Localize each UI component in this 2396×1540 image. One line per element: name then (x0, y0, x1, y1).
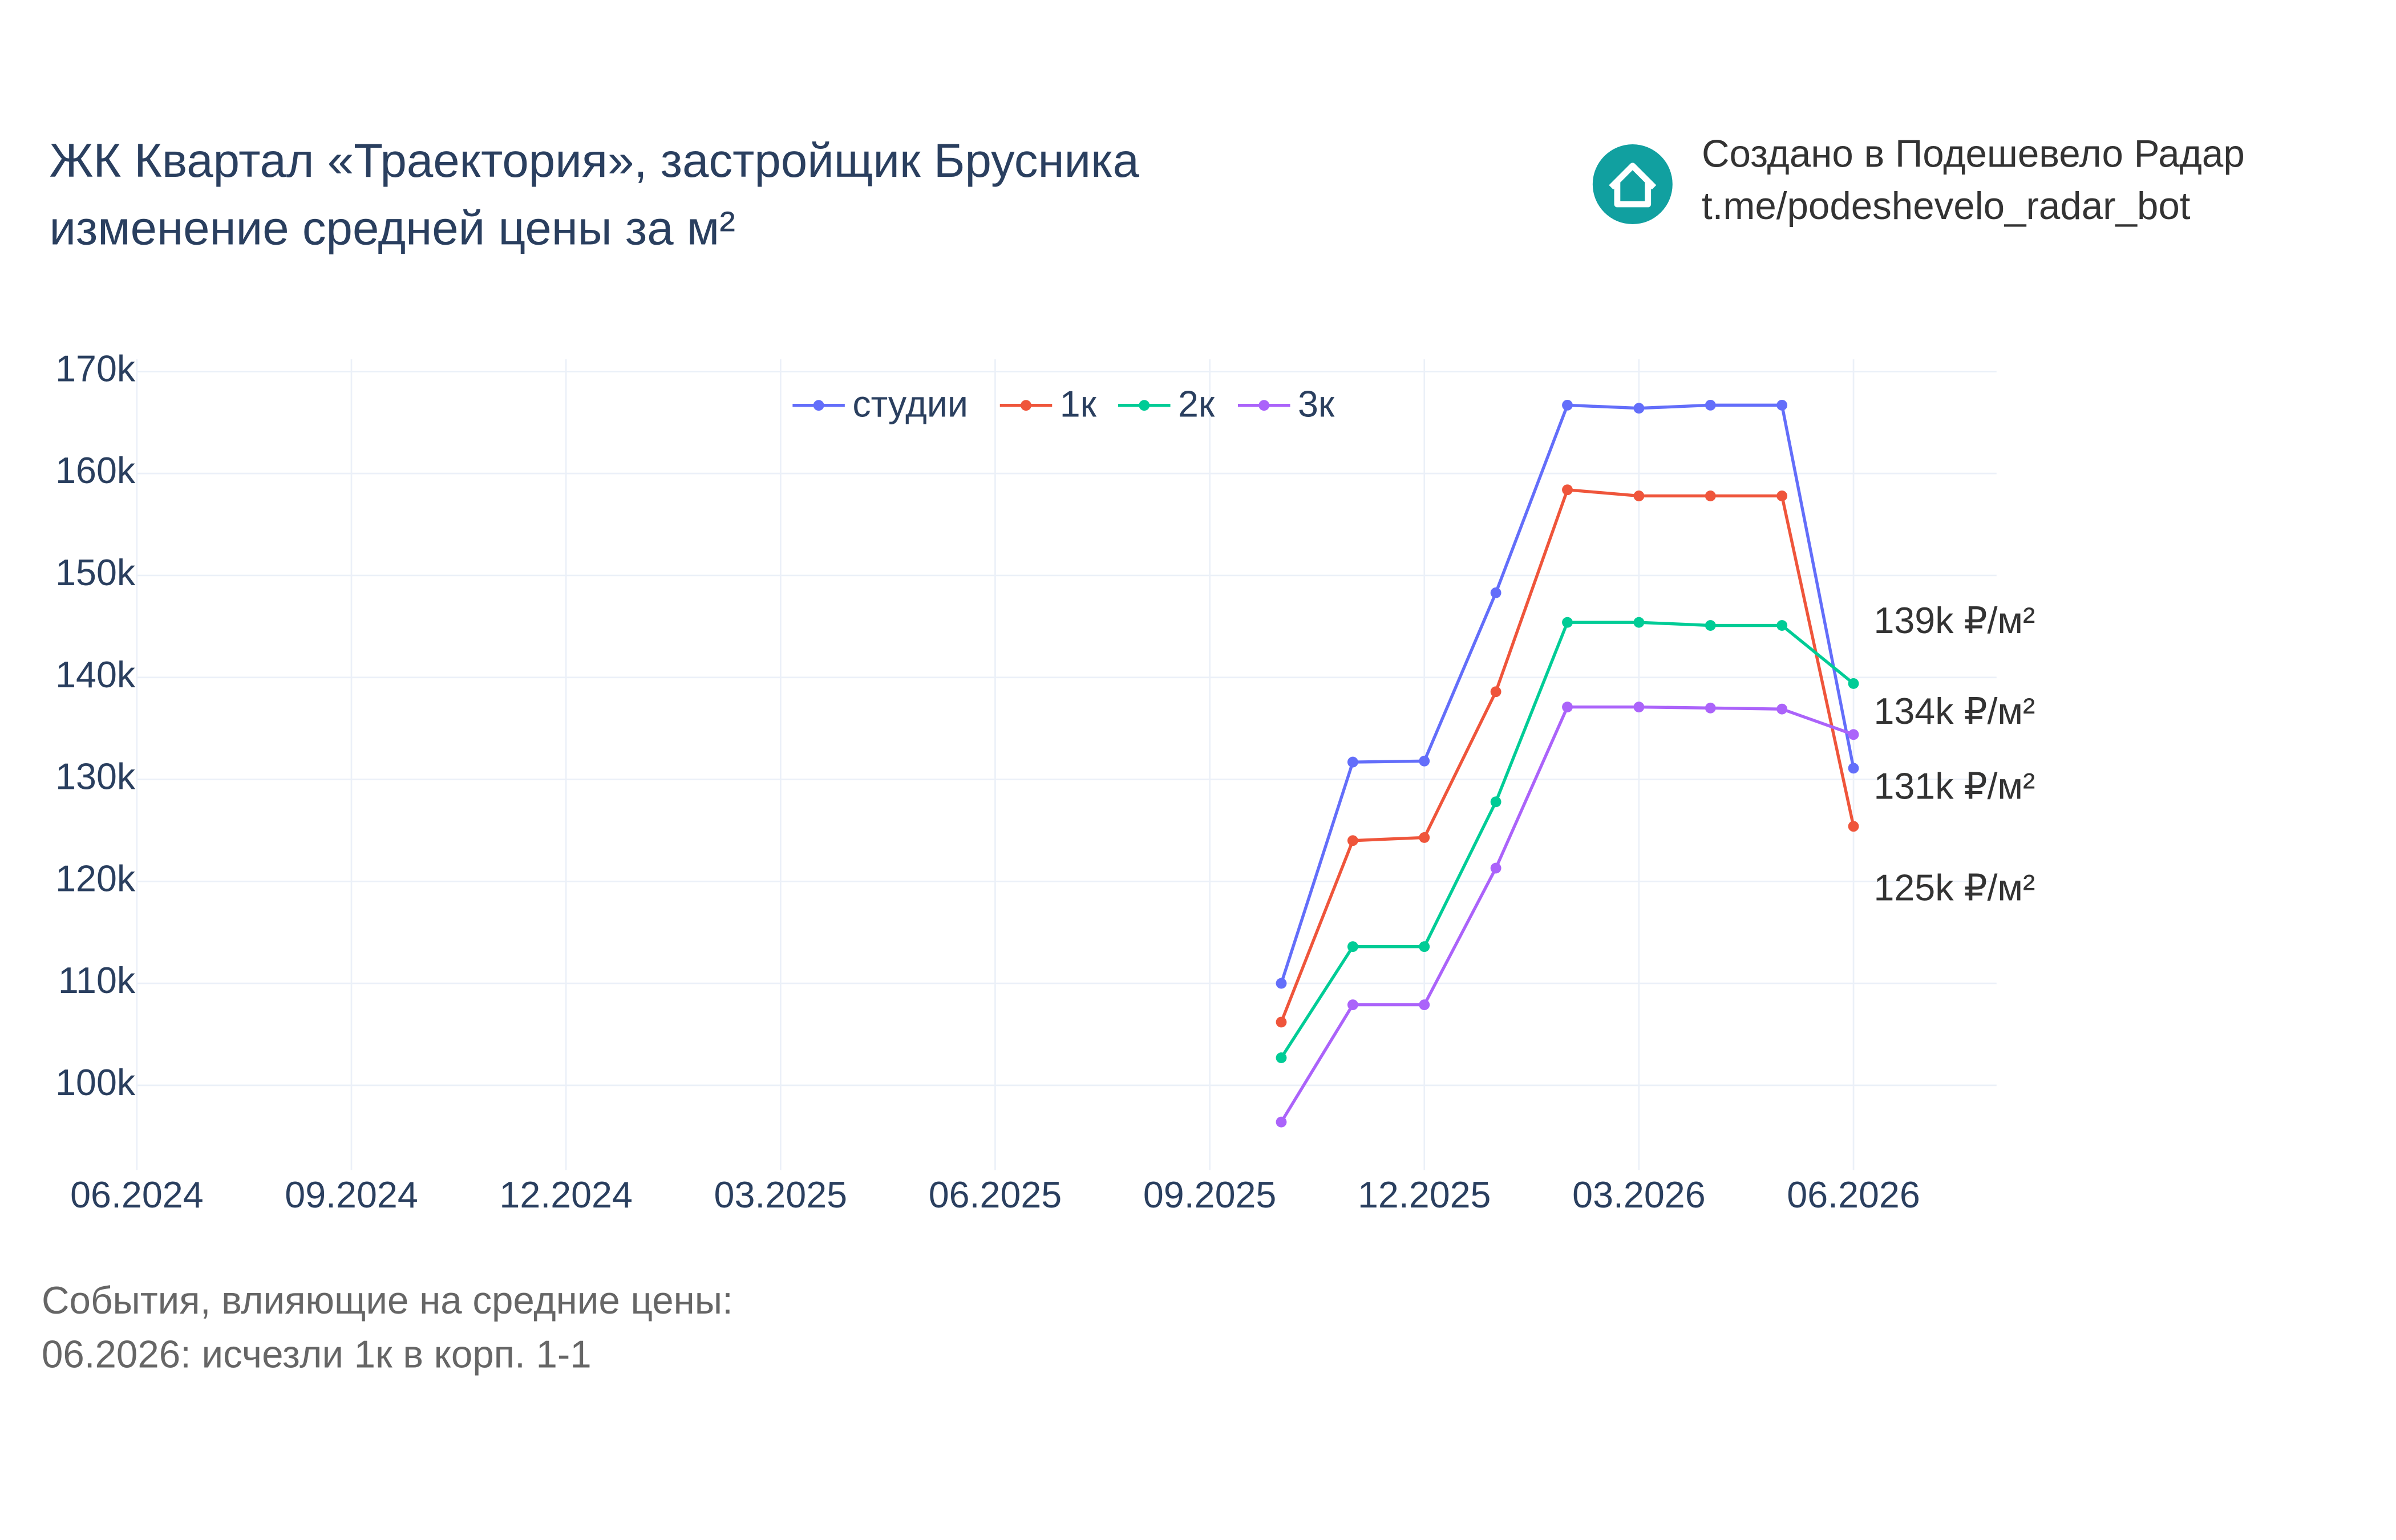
marker (1276, 1016, 1287, 1028)
watermark-link: t.me/podeshevelo_radar_bot (1702, 185, 2191, 228)
marker (1633, 702, 1645, 712)
x-tick-label: 09.2024 (285, 1174, 418, 1215)
y-tick-label: 140k (55, 654, 136, 695)
marker (1276, 978, 1287, 989)
marker (1848, 678, 1859, 689)
marker (1776, 399, 1788, 411)
marker (1419, 832, 1430, 843)
marker (1419, 941, 1430, 953)
note: События, влияющие на средние цены: (42, 1279, 733, 1322)
marker (1347, 756, 1358, 768)
marker (1633, 491, 1645, 501)
legend-swatch (1139, 400, 1150, 411)
annotation: 131k ₽/м² (1873, 766, 2035, 807)
marker (1848, 821, 1859, 832)
y-tick-label: 100k (55, 1062, 136, 1103)
marker (1490, 686, 1501, 698)
marker (1347, 999, 1358, 1011)
y-tick-label: 150k (55, 552, 136, 593)
marker (1705, 702, 1716, 714)
legend-item: 2к (1118, 383, 1215, 424)
marker (1633, 403, 1645, 414)
marker (1705, 491, 1716, 501)
legend-swatch (1021, 400, 1031, 411)
x-tick-label: 03.2025 (714, 1174, 848, 1215)
marker (1562, 399, 1573, 411)
marker (1705, 399, 1716, 411)
marker (1490, 862, 1501, 874)
legend-item: 3к (1237, 383, 1335, 424)
x-tick-label: 06.2026 (1787, 1174, 1920, 1215)
marker (1562, 484, 1573, 496)
x-tick-label: 09.2025 (1143, 1174, 1277, 1215)
annotation: 125k ₽/м² (1873, 867, 2035, 908)
annotation: 139k ₽/м² (1873, 600, 2035, 641)
marker (1419, 999, 1430, 1011)
marker (1419, 755, 1430, 767)
legend-swatch (813, 400, 824, 411)
legend-label: 1к (1060, 383, 1097, 424)
x-tick-label: 03.2026 (1572, 1174, 1706, 1215)
legend-label: студии (852, 383, 968, 424)
marker (1776, 491, 1788, 501)
marker (1776, 620, 1788, 631)
x-tick-label: 12.2024 (499, 1174, 633, 1215)
annotation: 134k ₽/м² (1873, 691, 2035, 732)
marker (1347, 835, 1358, 846)
y-tick-label: 120k (55, 858, 136, 899)
marker (1848, 763, 1859, 774)
marker (1562, 617, 1573, 628)
legend-swatch (1258, 400, 1270, 411)
chart-subtitle: изменение средней цены за м² (49, 201, 735, 255)
marker (1562, 702, 1573, 712)
legend-label: 3к (1298, 383, 1335, 424)
y-tick-label: 130k (55, 756, 136, 797)
watermark: Создано в Подешевело Радар (1702, 132, 2245, 175)
logo (1592, 144, 1673, 225)
x-tick-label: 12.2025 (1358, 1174, 1491, 1215)
legend-item: 1к (999, 383, 1097, 424)
marker (1633, 617, 1645, 628)
chart-title: ЖК Квартал «Траектория», застройщик Брус… (49, 133, 1139, 187)
legend-label: 2к (1178, 383, 1215, 424)
marker (1490, 796, 1501, 808)
x-tick-label: 06.2024 (70, 1174, 204, 1215)
marker (1705, 620, 1716, 631)
y-tick-label: 160k (55, 450, 136, 491)
y-tick-label: 170k (55, 348, 136, 389)
y-tick-label: 110k (58, 960, 136, 1001)
marker (1276, 1052, 1287, 1064)
x-tick-label: 06.2025 (929, 1174, 1062, 1215)
marker (1276, 1116, 1287, 1128)
marker (1848, 729, 1859, 740)
marker (1490, 587, 1501, 598)
marker (1347, 941, 1358, 953)
legend-item: студии (792, 383, 968, 424)
note: 06.2026: исчезли 1к в корп. 1-1 (42, 1333, 592, 1376)
marker (1776, 703, 1788, 715)
